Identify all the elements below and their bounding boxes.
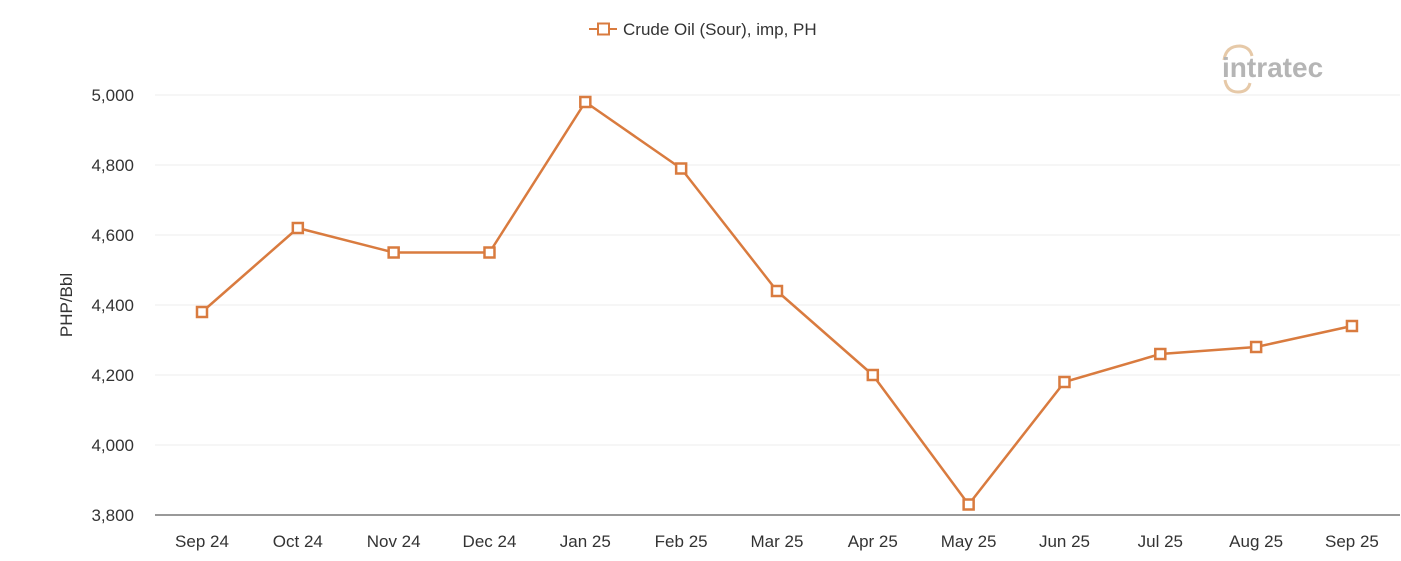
legend-marker — [597, 22, 610, 36]
data-point[interactable] — [291, 221, 305, 235]
x-tick-label: Apr 25 — [848, 532, 898, 551]
y-tick-label: 5,000 — [91, 86, 134, 105]
legend[interactable]: Crude Oil (Sour), imp, PH — [589, 20, 817, 39]
x-tick-label: Jul 25 — [1138, 532, 1183, 551]
legend-label: Crude Oil (Sour), imp, PH — [623, 20, 817, 39]
x-tick-label: Mar 25 — [751, 532, 804, 551]
y-tick-label: 4,000 — [91, 436, 134, 455]
data-point[interactable] — [1345, 319, 1359, 333]
grid — [155, 94, 1400, 446]
logo-arc-icon — [1222, 44, 1254, 61]
y-tick-label: 3,800 — [91, 506, 134, 525]
y-tick-label: 4,800 — [91, 156, 134, 175]
logo-hook-icon — [1223, 79, 1252, 94]
x-tick-label: Dec 24 — [463, 532, 517, 551]
y-tick-label: 4,600 — [91, 226, 134, 245]
x-tick-label: Aug 25 — [1229, 532, 1283, 551]
data-point[interactable] — [1058, 375, 1071, 389]
y-axis-title: PHP/Bbl — [57, 273, 76, 337]
x-tick-label: Sep 25 — [1325, 532, 1379, 551]
data-point[interactable] — [195, 305, 209, 319]
data-point[interactable] — [674, 162, 688, 175]
y-tick-label: 4,400 — [91, 296, 134, 315]
data-point[interactable] — [770, 284, 784, 298]
data-point[interactable] — [962, 498, 975, 511]
x-tick-label: Nov 24 — [367, 532, 421, 551]
intratec-logo: intratec — [1222, 44, 1323, 94]
x-tick-label: Jan 25 — [560, 532, 611, 551]
data-point[interactable] — [579, 95, 592, 109]
series-group — [195, 95, 1359, 511]
data-point[interactable] — [483, 246, 496, 259]
data-point[interactable] — [387, 246, 400, 259]
x-tick-label: Jun 25 — [1039, 532, 1090, 551]
y-axis: 3,800 4,000 4,200 4,400 4,600 4,800 5,000 — [91, 86, 134, 525]
data-point[interactable] — [1249, 340, 1263, 354]
x-tick-label: Oct 24 — [273, 532, 323, 551]
x-tick-label: May 25 — [941, 532, 997, 551]
x-tick-label: Feb 25 — [655, 532, 708, 551]
y-tick-label: 4,200 — [91, 366, 134, 385]
logo-text: intratec — [1222, 52, 1323, 83]
data-point[interactable] — [866, 368, 880, 382]
series-line — [201, 100, 1353, 506]
x-tick-label: Sep 24 — [175, 532, 229, 551]
x-axis: Sep 24 Oct 24 Nov 24 Dec 24 Jan 25 Feb 25 Mar … — [175, 532, 1379, 551]
data-point[interactable] — [1154, 347, 1167, 361]
